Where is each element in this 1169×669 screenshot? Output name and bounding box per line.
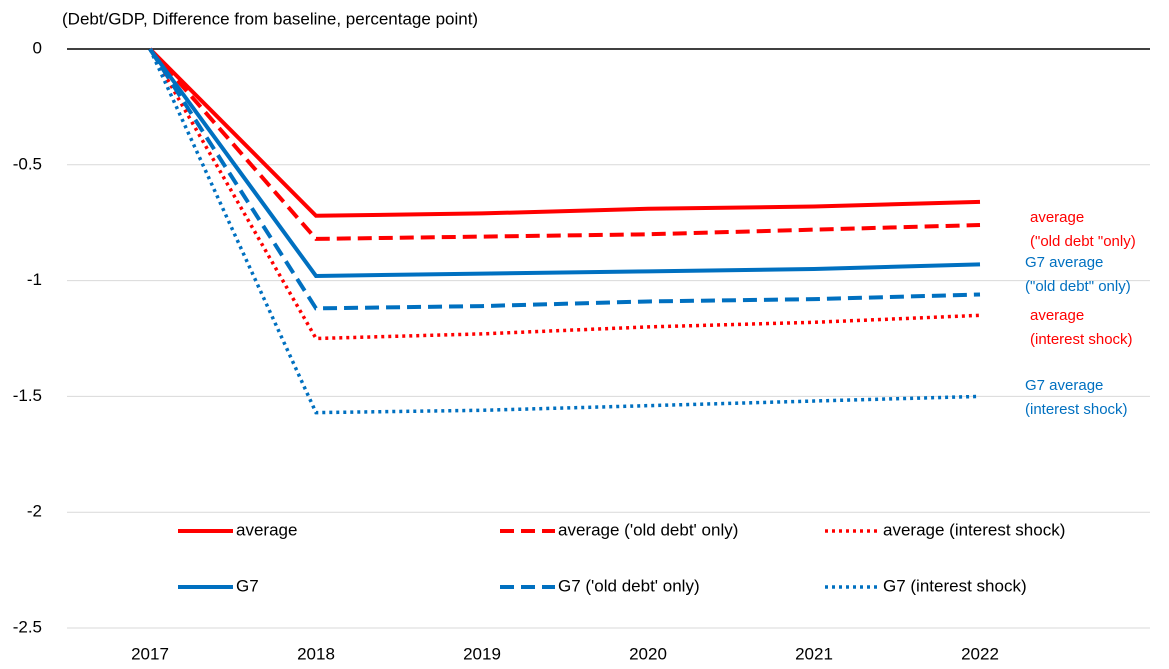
legend-label: average ('old debt' only): [558, 520, 738, 539]
annotation: ("old debt" only): [1025, 278, 1131, 295]
series-line: [148, 47, 981, 311]
series-line: [148, 47, 981, 218]
y-tick-label: 0: [33, 38, 42, 57]
y-axis-label: (Debt/GDP, Difference from baseline, per…: [62, 9, 478, 28]
y-tick-label: -1: [27, 270, 42, 289]
legend-label: average: [236, 520, 297, 539]
annotation: (interest shock): [1030, 331, 1133, 348]
annotation: G7 average: [1025, 254, 1103, 271]
x-tick-label: 2021: [795, 644, 833, 663]
series-line: [148, 47, 981, 241]
legend-label: G7 (interest shock): [883, 576, 1027, 595]
y-tick-label: -2.5: [13, 617, 42, 636]
x-tick-label: 2017: [131, 644, 169, 663]
annotation: (interest shock): [1025, 401, 1128, 418]
y-tick-label: -2: [27, 502, 42, 521]
annotation: average: [1030, 209, 1084, 226]
annotation: G7 average: [1025, 377, 1103, 394]
y-tick-label: -0.5: [13, 154, 42, 173]
x-tick-label: 2020: [629, 644, 667, 663]
annotation: average: [1030, 307, 1084, 324]
y-tick-label: -1.5: [13, 386, 42, 405]
x-tick-label: 2019: [463, 644, 501, 663]
annotation: ("old debt "only): [1030, 233, 1136, 250]
legend-label: average (interest shock): [883, 520, 1065, 539]
series-line: [148, 48, 981, 415]
x-tick-label: 2022: [961, 644, 999, 663]
legend-label: G7 ('old debt' only): [558, 576, 700, 595]
x-tick-label: 2018: [297, 644, 335, 663]
legend-label: G7: [236, 576, 259, 595]
series-line: [148, 47, 981, 278]
series-line: [148, 48, 981, 341]
